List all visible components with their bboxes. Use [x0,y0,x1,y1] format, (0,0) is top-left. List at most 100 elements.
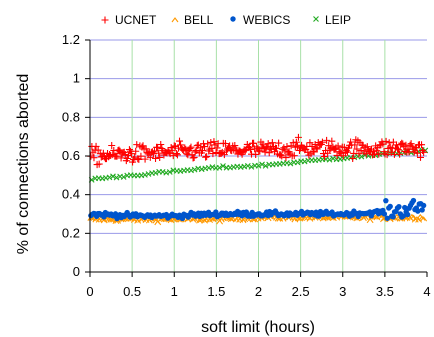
point-ucnet [318,138,326,146]
point-ucnet [156,153,164,161]
legend-item-leip: LEIP [313,13,351,27]
point-ucnet [137,152,145,160]
point-leip [248,163,255,170]
point-ucnet [333,151,341,159]
legend-marker-bell [171,17,179,23]
point-ucnet [128,150,136,158]
legend-marker-shape [101,16,109,24]
point-ucnet [133,141,141,149]
point-bell [137,217,145,223]
point-leip [145,171,152,177]
point-ucnet [168,147,176,155]
point-ucnet [232,146,240,154]
point-ucnet [353,145,361,153]
point-leip [358,153,365,160]
point-leip [120,174,127,180]
y-tick-label: 1 [73,71,80,86]
point-ucnet [90,154,98,162]
point-ucnet [357,147,365,155]
point-ucnet [146,153,154,161]
x-axis-title: soft limit (hours) [201,319,315,336]
point-bell [134,218,142,224]
legend-label-ucnet: UCNET [115,13,157,27]
point-leip [106,174,113,181]
point-webics [420,202,427,209]
legend-marker-leip [313,16,319,22]
legend-item-webics: WEBICS [230,13,290,27]
legend-marker-ucnet [101,16,109,24]
point-leip [159,168,166,175]
point-ucnet [407,140,415,148]
point-ucnet [182,145,190,153]
point-ucnet [256,147,264,155]
point-webics [410,197,417,204]
point-ucnet [252,150,260,158]
point-ucnet [382,137,390,145]
point-ucnet [221,140,229,148]
point-ucnet [92,142,100,150]
x-tick-label: 1 [171,284,178,299]
axes [85,39,428,277]
point-ucnet [198,147,206,155]
point-ucnet [241,147,249,155]
point-ucnet [263,143,271,151]
point-ucnet [261,148,269,156]
point-leip [255,162,262,169]
point-ucnet [418,141,426,149]
point-ucnet [108,141,116,149]
point-ucnet [349,154,357,162]
point-ucnet [202,153,210,161]
point-ucnet [94,146,102,154]
point-ucnet [375,150,383,158]
point-ucnet [210,138,218,146]
point-ucnet [273,144,281,152]
point-ucnet [117,154,125,162]
point-ucnet [131,153,139,161]
point-ucnet [282,154,290,162]
point-ucnet [321,153,329,161]
point-ucnet [313,145,321,153]
point-bell [154,219,162,226]
point-ucnet [165,148,173,156]
point-leip [301,158,308,165]
point-ucnet [220,151,228,159]
point-bell [227,216,235,223]
point-ucnet [343,148,351,156]
x-tick-label: 3 [339,284,346,299]
point-ucnet [171,142,179,150]
point-ucnet [383,151,391,159]
legend-marker-shape [230,16,236,22]
point-ucnet [167,144,175,152]
point-leip [152,170,159,176]
point-ucnet [395,146,403,154]
point-ucnet [176,137,184,145]
point-ucnet [187,143,195,151]
point-ucnet [394,145,402,153]
legend-label-bell: BELL [184,13,214,27]
point-webics [384,215,390,221]
point-bell [408,213,416,219]
point-ucnet [277,151,285,159]
point-ucnet [124,151,132,159]
point-ucnet [204,140,212,148]
point-ucnet [172,150,180,158]
point-ucnet [173,151,181,159]
point-ucnet [292,138,300,146]
point-leip [188,167,194,174]
point-webics [381,211,388,217]
series-leip [88,147,429,183]
point-bell [420,216,428,222]
point-webics [402,204,408,211]
point-leip [209,164,216,170]
point-bell [359,215,367,222]
point-ucnet [157,140,165,148]
point-leip [244,162,251,169]
y-tick-label: 1.2 [62,32,80,47]
point-bell [418,215,426,221]
point-ucnet [283,143,291,151]
point-ucnet [347,138,355,146]
point-ucnet [290,152,298,160]
point-ucnet [309,147,317,155]
point-ucnet [141,155,149,163]
